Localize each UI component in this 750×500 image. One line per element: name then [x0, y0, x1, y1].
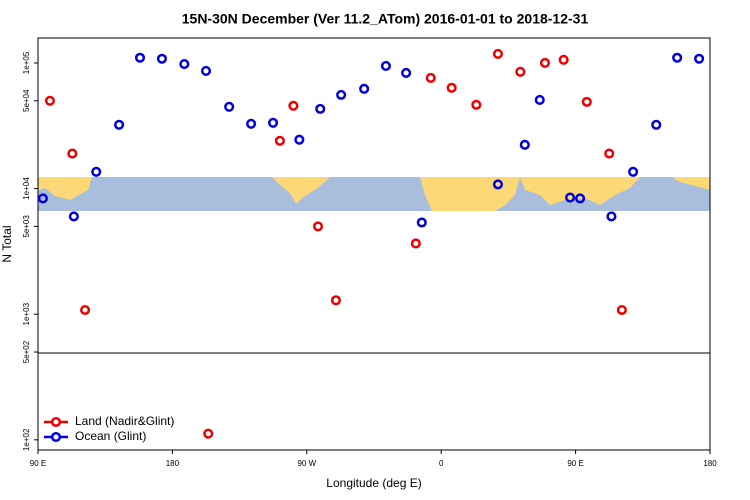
point	[68, 211, 79, 222]
y-axis-label: N Total	[0, 225, 14, 262]
point	[575, 193, 586, 204]
x-tick-label: 90 E	[30, 459, 46, 468]
x-tick-label: 0	[439, 459, 444, 468]
chart-title: 15N-30N December (Ver 11.2_ATom) 2016-01…	[182, 11, 589, 27]
legend-label: Ocean (Glint)	[75, 429, 146, 443]
point	[91, 166, 102, 177]
point	[246, 118, 257, 129]
point	[44, 95, 55, 106]
point	[425, 72, 436, 83]
point	[651, 119, 662, 130]
y-tick-label: 5e+04	[22, 89, 31, 112]
point	[312, 221, 324, 232]
point	[416, 217, 427, 228]
point	[294, 134, 305, 145]
legend-marker	[50, 431, 62, 443]
point	[79, 304, 91, 316]
plot-frame	[37, 37, 711, 451]
point	[268, 117, 279, 128]
map-band	[38, 177, 710, 211]
point	[604, 148, 615, 159]
y-tick-label: 5e+02	[22, 340, 31, 363]
point	[628, 166, 639, 177]
y-tick-label: 5e+03	[22, 215, 31, 238]
point	[446, 82, 457, 93]
point	[37, 193, 48, 204]
point	[200, 65, 212, 76]
point	[515, 66, 526, 77]
point	[288, 100, 299, 111]
point	[359, 83, 370, 94]
x-tick-label: 90 W	[297, 459, 316, 468]
point	[492, 48, 503, 59]
point	[519, 139, 530, 150]
point	[410, 238, 421, 249]
point	[67, 148, 78, 159]
point	[606, 211, 617, 222]
point	[492, 179, 503, 190]
point	[581, 96, 592, 107]
legend-marker	[50, 416, 62, 428]
x-tick-label: 180	[166, 459, 180, 468]
x-tick-label: 90 E	[567, 459, 583, 468]
y-tick-label: 1e+05	[22, 51, 31, 74]
point	[203, 428, 214, 439]
x-tick-label: 180	[703, 459, 717, 468]
point	[179, 59, 190, 70]
point	[330, 295, 341, 306]
point	[156, 53, 167, 64]
legend-label: Land (Nadir&Glint)	[75, 414, 174, 428]
point	[616, 304, 627, 316]
y-tick-label: 1e+02	[22, 428, 31, 451]
point	[401, 67, 412, 78]
point	[336, 89, 347, 100]
point	[315, 103, 326, 114]
point	[565, 192, 576, 203]
point	[380, 60, 391, 71]
point	[134, 52, 146, 63]
x-axis-label: Longitude (deg E)	[326, 476, 421, 490]
y-tick-label: 1e+03	[22, 302, 31, 325]
point	[539, 57, 551, 69]
point	[672, 52, 683, 63]
point	[534, 94, 545, 105]
y-tick-label: 1e+04	[22, 177, 31, 200]
point	[224, 101, 235, 112]
point	[274, 135, 285, 146]
point	[471, 99, 482, 110]
point	[114, 119, 125, 130]
point	[558, 54, 569, 65]
point	[694, 53, 705, 64]
